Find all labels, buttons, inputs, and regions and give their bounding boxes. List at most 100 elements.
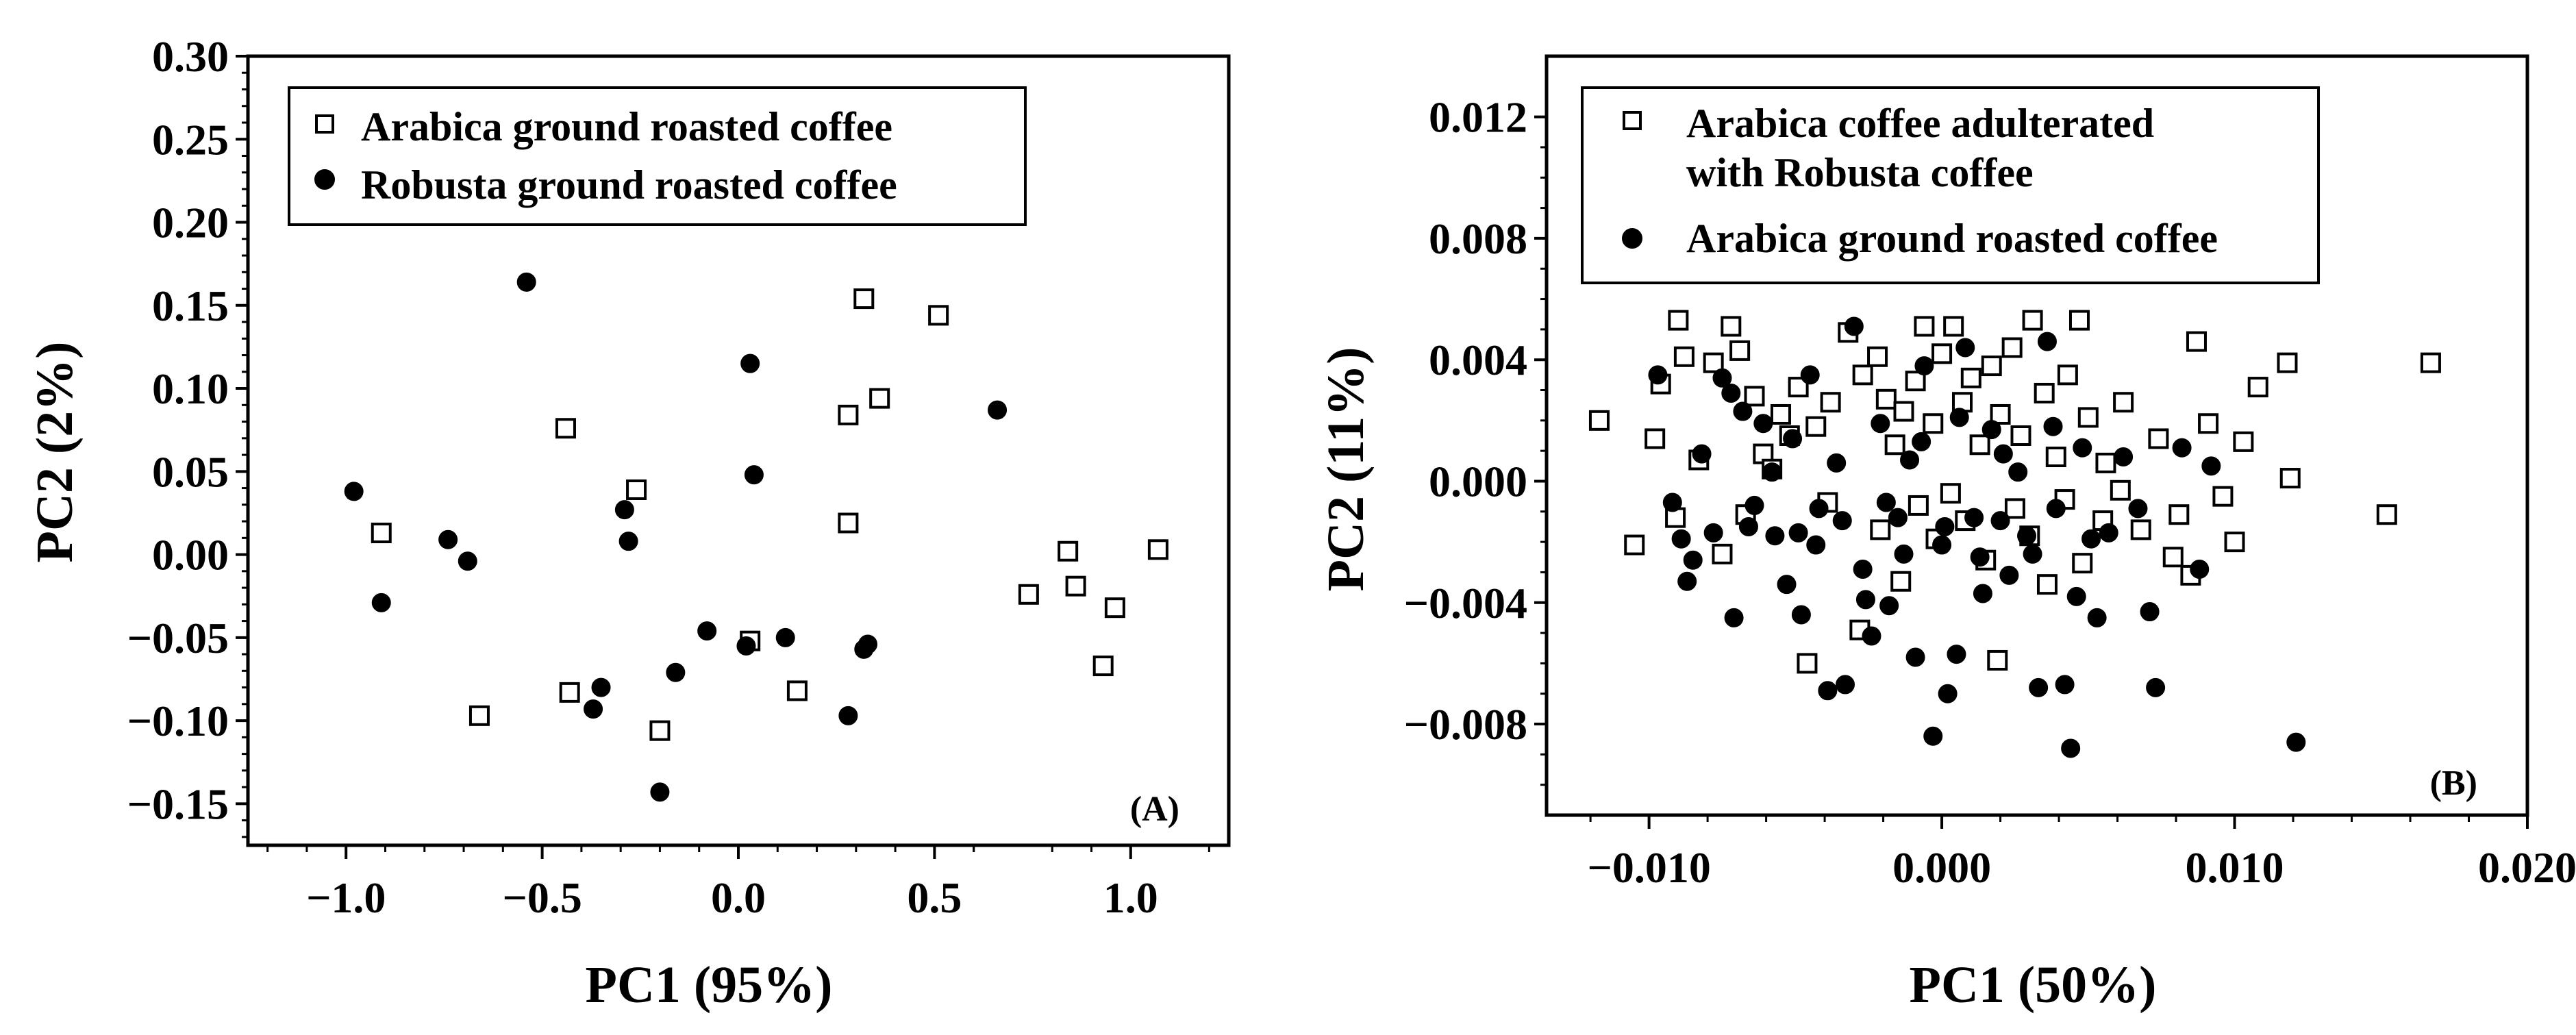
panel-b-point-series-0 bbox=[1645, 428, 1666, 449]
panel-b-plot-frame bbox=[1545, 54, 2529, 817]
panel-b-point-series-1 bbox=[2146, 677, 2166, 697]
panel-b-point-series-1 bbox=[1990, 511, 2010, 531]
panel-b-point-series-1 bbox=[1993, 444, 2013, 464]
panel-b-point-series-0 bbox=[1884, 434, 1905, 456]
panel-a-point-series-0 bbox=[1018, 584, 1039, 605]
panel-a-point-series-0 bbox=[1065, 575, 1086, 597]
panel-a-legend: Arabica ground roasted coffee Robusta gr… bbox=[288, 86, 1027, 226]
panel-b-point-series-1 bbox=[2055, 675, 2075, 695]
panel-a-y-tick-label: 0.20 bbox=[152, 199, 229, 247]
panel-b-point-series-1 bbox=[1777, 575, 1797, 595]
panel-b-point-series-1 bbox=[1791, 605, 1811, 625]
panel-b-point-series-1 bbox=[2029, 677, 2049, 697]
panel-b-pca-plot: −0.008 −0.004 0.000 0.004 0.008 0.012 −0.010 0… bbox=[1317, 54, 2576, 1014]
panel-a-point-series-1 bbox=[775, 627, 795, 647]
panel-b-point-series-0 bbox=[1990, 403, 2011, 425]
panel-b-point-series-0 bbox=[1721, 316, 1742, 337]
panel-b-point-series-1 bbox=[1677, 571, 1697, 591]
panel-a-y-tick-label: −0.10 bbox=[127, 697, 229, 745]
panel-b-point-series-1 bbox=[2073, 438, 2092, 458]
panel-b-point-series-1 bbox=[2114, 447, 2134, 467]
panel-b-point-series-1 bbox=[1818, 681, 1838, 701]
panel-b-point-series-1 bbox=[2081, 529, 2101, 549]
panel-b-point-series-0 bbox=[2162, 547, 2184, 568]
panel-b-x-axis-title: PC1 (50%) bbox=[1910, 956, 2157, 1014]
panel-b-point-series-0 bbox=[1940, 483, 1961, 504]
panel-a-x-tick-label: 0.0 bbox=[711, 873, 766, 922]
panel-b-legend: Arabica coffee adulterated with Robusta … bbox=[1581, 86, 2320, 284]
panel-b-legend-label-adulterated-line1: Arabica coffee adulterated bbox=[1686, 101, 2154, 146]
panel-b-y-axis-title: PC2 (11%) bbox=[1317, 347, 1375, 592]
panel-a-point-series-1 bbox=[591, 677, 611, 697]
panel-a-legend-square-marker bbox=[315, 114, 334, 134]
panel-a-x-tick-label: −0.5 bbox=[502, 873, 582, 922]
panel-b-point-series-0 bbox=[1914, 316, 1935, 337]
panel-b-point-series-0 bbox=[2376, 504, 2397, 525]
panel-b-y-tick-label: −0.004 bbox=[1404, 579, 1527, 627]
panel-b-x-tick-label: 0.020 bbox=[2478, 843, 2576, 892]
panel-b-point-series-1 bbox=[1832, 511, 1852, 531]
panel-b-point-series-0 bbox=[1668, 310, 1689, 331]
panel-b-point-series-0 bbox=[1729, 340, 1751, 361]
panel-a-point-series-1 bbox=[344, 482, 364, 501]
panel-b-point-series-0 bbox=[2045, 447, 2066, 468]
panel-b-point-series-0 bbox=[2001, 337, 2023, 358]
panel-b-point-series-1 bbox=[1683, 550, 1703, 570]
panel-b-point-series-0 bbox=[1867, 346, 1888, 367]
panel-b-point-series-0 bbox=[2057, 364, 2078, 386]
panel-b-point-series-0 bbox=[2233, 431, 2254, 452]
panel-b-point-series-1 bbox=[1662, 492, 1682, 512]
panel-a-point-series-1 bbox=[838, 706, 858, 725]
panel-b-point-series-0 bbox=[1923, 413, 1944, 434]
panel-a-x-tick-label: 0.5 bbox=[907, 873, 962, 922]
panel-b-point-series-1 bbox=[1855, 590, 1875, 610]
panel-b-point-series-1 bbox=[1938, 684, 1958, 703]
panel-b-point-series-1 bbox=[1999, 565, 2019, 585]
panel-a-point-series-0 bbox=[786, 680, 808, 701]
panel-a-point-series-0 bbox=[371, 523, 392, 544]
panel-b-y-tick-label: 0.004 bbox=[1429, 336, 1527, 384]
panel-a-point-series-0 bbox=[1058, 540, 1079, 562]
panel-b-point-series-1 bbox=[2061, 738, 2081, 758]
panel-b-point-series-1 bbox=[1871, 414, 1890, 434]
panel-b-point-series-0 bbox=[2022, 310, 2043, 331]
panel-b-point-series-1 bbox=[1879, 596, 1899, 616]
panel-b-point-series-0 bbox=[2212, 486, 2234, 507]
panel-b-point-series-1 bbox=[2286, 732, 2306, 752]
panel-a-data-points bbox=[344, 272, 1168, 802]
panel-a-x-axis: −1.0 −0.5 0.0 0.5 1.0 bbox=[266, 845, 1210, 922]
panel-b-point-series-0 bbox=[2277, 352, 2298, 373]
panel-b-point-series-0 bbox=[2095, 452, 2116, 473]
panel-b-point-series-1 bbox=[1712, 368, 1732, 388]
panel-b-point-series-1 bbox=[2190, 560, 2210, 579]
panel-b-legend-circle-marker bbox=[1622, 228, 1642, 249]
panel-b-point-series-1 bbox=[1981, 420, 2001, 440]
panel-b-point-series-0 bbox=[2186, 331, 2207, 352]
panel-b-point-series-0 bbox=[2224, 532, 2245, 553]
panel-b-point-series-1 bbox=[2201, 456, 2221, 476]
panel-b-point-series-1 bbox=[1912, 432, 1931, 451]
panel-a-point-series-0 bbox=[1147, 539, 1168, 560]
panel-b-point-series-0 bbox=[1797, 653, 1818, 674]
panel-a-point-series-1 bbox=[458, 551, 477, 571]
panel-b-point-series-1 bbox=[1876, 492, 1896, 512]
panel-b-point-series-0 bbox=[2420, 352, 2441, 373]
panel-b-point-series-1 bbox=[1745, 495, 1764, 515]
panel-b-point-series-1 bbox=[1932, 535, 1952, 555]
panel-b-point-series-0 bbox=[1870, 519, 1891, 540]
panel-b-point-series-1 bbox=[1862, 626, 1881, 646]
panel-b-point-series-1 bbox=[1827, 453, 1847, 473]
panel-b-point-series-1 bbox=[1914, 356, 1934, 376]
panel-b-point-series-1 bbox=[1783, 429, 1803, 449]
panel-b-point-series-0 bbox=[2010, 425, 2031, 446]
panel-b-point-series-1 bbox=[1788, 523, 1808, 543]
panel-b-point-series-1 bbox=[2066, 586, 2086, 606]
panel-a-point-series-1 bbox=[697, 621, 717, 641]
panel-a-point-series-1 bbox=[438, 529, 458, 549]
panel-b-y-tick-label: 0.012 bbox=[1429, 93, 1527, 142]
panel-b-point-series-1 bbox=[1671, 529, 1691, 549]
panel-a-y-tick-label: −0.15 bbox=[127, 780, 229, 828]
panel-a-legend-box bbox=[288, 86, 1027, 226]
panel-b-point-series-0 bbox=[2110, 479, 2131, 501]
panel-a-point-series-1 bbox=[740, 353, 760, 373]
